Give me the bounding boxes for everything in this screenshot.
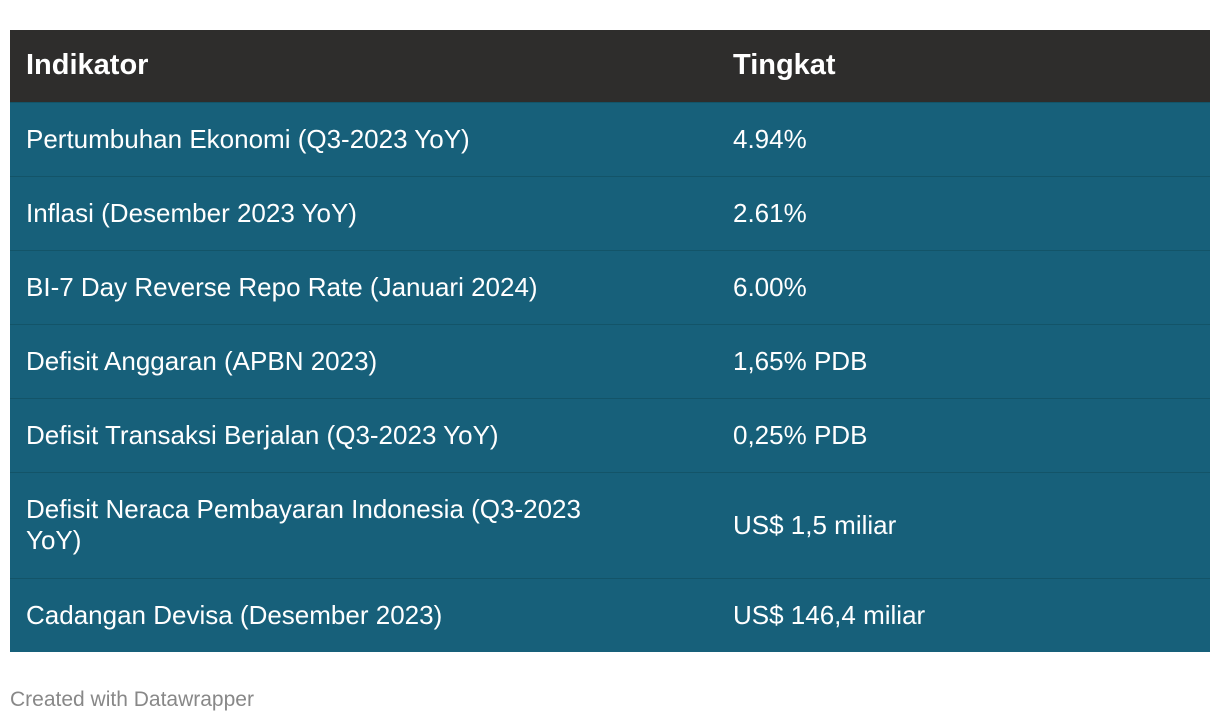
cell-indicator: Defisit Transaksi Berjalan (Q3-2023 YoY) xyxy=(26,419,499,450)
data-table: Indikator Tingkat Pertumbuhan Ekonomi (Q… xyxy=(10,30,1210,652)
table-row: BI-7 Day Reverse Repo Rate (Januari 2024… xyxy=(10,250,1210,324)
cell-indicator: Defisit Neraca Pembayaran Indonesia (Q3-… xyxy=(26,494,581,555)
column-header-tingkat[interactable]: Tingkat xyxy=(733,49,836,82)
table-row: Defisit Transaksi Berjalan (Q3-2023 YoY)… xyxy=(10,398,1210,472)
cell-value: 6.00% xyxy=(733,271,807,302)
datawrapper-credit[interactable]: Created with Datawrapper xyxy=(10,688,254,711)
cell-value: US$ 146,4 miliar xyxy=(733,599,926,630)
table-row: Inflasi (Desember 2023 YoY) 2.61% xyxy=(10,176,1210,250)
cell-value: 0,25% PDB xyxy=(733,419,868,450)
table-row: Cadangan Devisa (Desember 2023) US$ 146,… xyxy=(10,578,1210,652)
cell-indicator: Inflasi (Desember 2023 YoY) xyxy=(26,197,357,228)
table-row: Defisit Neraca Pembayaran Indonesia (Q3-… xyxy=(10,472,1210,578)
cell-indicator: Pertumbuhan Ekonomi (Q3-2023 YoY) xyxy=(26,123,470,154)
cell-value: 4.94% xyxy=(733,123,807,154)
table-row: Defisit Anggaran (APBN 2023) 1,65% PDB xyxy=(10,324,1210,398)
cell-value: 2.61% xyxy=(733,197,807,228)
cell-indicator: Defisit Anggaran (APBN 2023) xyxy=(26,345,378,376)
table-header-row: Indikator Tingkat xyxy=(10,30,1210,102)
cell-value: US$ 1,5 miliar xyxy=(733,509,897,540)
data-table-container: Indikator Tingkat Pertumbuhan Ekonomi (Q… xyxy=(10,30,1210,652)
table-row: Pertumbuhan Ekonomi (Q3-2023 YoY) 4.94% xyxy=(10,102,1210,176)
cell-indicator: Cadangan Devisa (Desember 2023) xyxy=(26,599,443,630)
cell-indicator: BI-7 Day Reverse Repo Rate (Januari 2024… xyxy=(26,271,538,302)
cell-value: 1,65% PDB xyxy=(733,345,868,376)
column-header-indikator[interactable]: Indikator xyxy=(26,49,149,82)
